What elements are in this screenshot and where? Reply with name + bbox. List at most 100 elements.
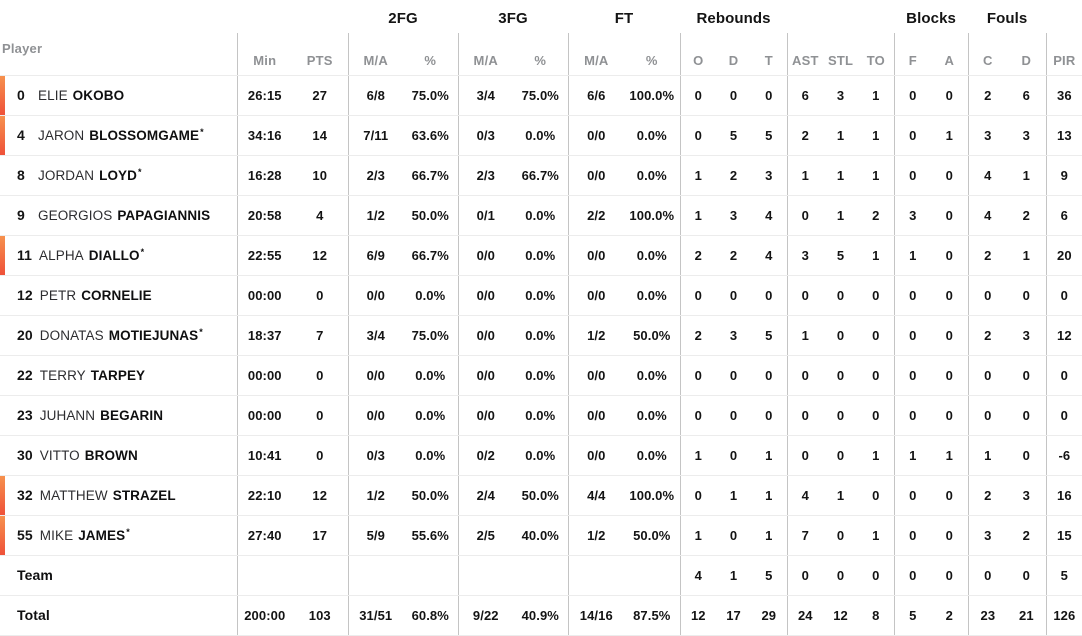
stat-cell: 0.0% [403, 355, 459, 396]
player-cell[interactable]: 32 MATTHEW STRAZEL [0, 475, 237, 516]
stat-cell: 5 [751, 315, 788, 356]
player-number: 11 [17, 247, 32, 263]
player-last-name: LOYD [99, 168, 138, 183]
stat-cell: 63.6% [403, 115, 459, 156]
stat-cell: 27 [292, 75, 348, 116]
col-header-pir: PIR [1045, 33, 1082, 76]
stat-cell: 2/3 [457, 155, 514, 196]
stat-cell: 1 [823, 115, 859, 156]
col-header-3fg-pct: % [513, 33, 569, 76]
player-cell[interactable]: 11 ALPHA DIALLO* [0, 235, 237, 276]
stat-cell: 0/0 [567, 115, 625, 156]
stat-cell: 12 [292, 235, 348, 276]
stat-cell: 40.9% [513, 595, 569, 636]
stat-cell: 1 [893, 235, 932, 276]
group-header-row: 2FG 3FG FT Rebounds Blocks Fouls [0, 0, 1082, 33]
stat-cell: 0 [751, 395, 788, 436]
player-first-name: ELIE [38, 88, 68, 103]
stat-cell: 0 [716, 275, 752, 316]
stat-cell: 3 [751, 155, 788, 196]
stat-cell: 2 [716, 155, 752, 196]
stat-cell: 0/0 [457, 395, 514, 436]
stat-cell: 0 [1007, 395, 1047, 436]
stat-cell: 40.0% [513, 515, 569, 556]
stat-cell: 00:00 [236, 395, 292, 436]
stat-cell: 5 [716, 115, 752, 156]
player-cell[interactable]: 30 VITTO BROWN [0, 435, 237, 476]
stat-cell: 100.0% [624, 75, 681, 116]
stat-cell: 16:28 [236, 155, 292, 196]
stat-cell: 5 [751, 115, 788, 156]
stat-cell: 0 [823, 435, 859, 476]
stat-cell: 0 [893, 475, 932, 516]
player-last-name: BEGARIN [100, 408, 164, 423]
stat-cell: 2/2 [567, 195, 625, 236]
player-last-name: BROWN [84, 448, 138, 463]
stat-cell: 0 [292, 435, 348, 476]
stat-cell: 0 [1007, 555, 1047, 596]
stat-cell: 0 [858, 355, 895, 396]
stat-cell [567, 555, 625, 596]
stat-cell: 0/0 [567, 235, 625, 276]
player-number: 55 [17, 527, 33, 543]
player-cell[interactable]: 23 JUHANN BEGARIN [0, 395, 237, 436]
stat-cell: 0 [931, 555, 969, 596]
stat-cell: 12 [1045, 315, 1082, 356]
stat-cell: 12 [679, 595, 717, 636]
player-cell[interactable]: 12 PETR CORNELIE [0, 275, 237, 316]
stat-cell: 87.5% [624, 595, 681, 636]
player-cell[interactable]: 9 GEORGIOS PAPAGIANNIS [0, 195, 237, 236]
stat-cell: 17 [292, 515, 348, 556]
player-cell[interactable]: 55 MIKE JAMES* [0, 515, 237, 556]
player-last-name: STRAZEL [112, 488, 176, 503]
stat-cell: 12 [823, 595, 859, 636]
stat-cell: 16 [1045, 475, 1082, 516]
stat-cell: 1 [823, 475, 859, 516]
col-header-to: TO [858, 33, 895, 76]
stat-cell: 0 [931, 195, 969, 236]
starter-mark: * [126, 527, 130, 537]
team-row: Team 4 1 5 0 0 0 0 0 0 0 5 [0, 555, 1082, 596]
stat-cell: 0 [893, 155, 932, 196]
stat-cell: 3 [716, 195, 752, 236]
stat-cell: 0.0% [513, 195, 569, 236]
stat-cell: 1/2 [347, 195, 403, 236]
total-row: Total 200:00 103 31/51 60.8% 9/22 40.9% 14/16 87… [0, 595, 1082, 636]
stat-cell [403, 555, 459, 596]
stat-cell [236, 555, 292, 596]
stat-cell: 0/0 [567, 155, 625, 196]
stat-cell: 26:15 [236, 75, 292, 116]
player-row: 4 JARON BLOSSOMGAME* 34:16 14 7/11 63.6% 0/3 0.0… [0, 115, 1082, 156]
col-header-foul-d: D [1007, 33, 1047, 76]
stat-cell: 1 [1007, 155, 1047, 196]
player-cell[interactable]: 4 JARON BLOSSOMGAME* [0, 115, 237, 156]
group-header-3fg: 3FG [498, 10, 528, 27]
stat-cell: 0 [1007, 435, 1047, 476]
player-cell[interactable]: 0 ELIE OKOBO [0, 75, 237, 116]
player-cell[interactable]: 8 JORDAN LOYD* [0, 155, 237, 196]
stat-cell: 0.0% [624, 115, 681, 156]
player-row: 0 ELIE OKOBO 26:15 27 6/8 75.0% 3/4 75.0% 6/6 100.… [0, 75, 1082, 116]
stat-cell: 0 [893, 355, 932, 396]
player-cell[interactable]: 20 DONATAS MOTIEJUNAS* [0, 315, 237, 356]
stat-cell: 0/0 [457, 235, 514, 276]
stat-cell: 0/3 [347, 435, 403, 476]
stat-cell: 0 [967, 355, 1008, 396]
stat-cell: 0 [716, 515, 752, 556]
stat-cell: 7/11 [347, 115, 403, 156]
stat-cell: 0 [893, 115, 932, 156]
stat-cell: 00:00 [236, 355, 292, 396]
stat-cell: 0 [931, 515, 969, 556]
player-first-name: VITTO [39, 448, 80, 463]
stat-cell: 12 [292, 475, 348, 516]
player-cell[interactable]: 22 TERRY TARPEY [0, 355, 237, 396]
stat-cell: 1 [858, 235, 895, 276]
player-number: 23 [17, 407, 33, 423]
stat-cell: 1 [967, 435, 1008, 476]
stat-cell: 1 [679, 155, 717, 196]
stat-cell: 2 [967, 315, 1008, 356]
stat-cell: 1 [679, 195, 717, 236]
stat-cell: 0 [292, 395, 348, 436]
stat-cell: 9/22 [457, 595, 514, 636]
group-header-ft: FT [614, 10, 634, 27]
